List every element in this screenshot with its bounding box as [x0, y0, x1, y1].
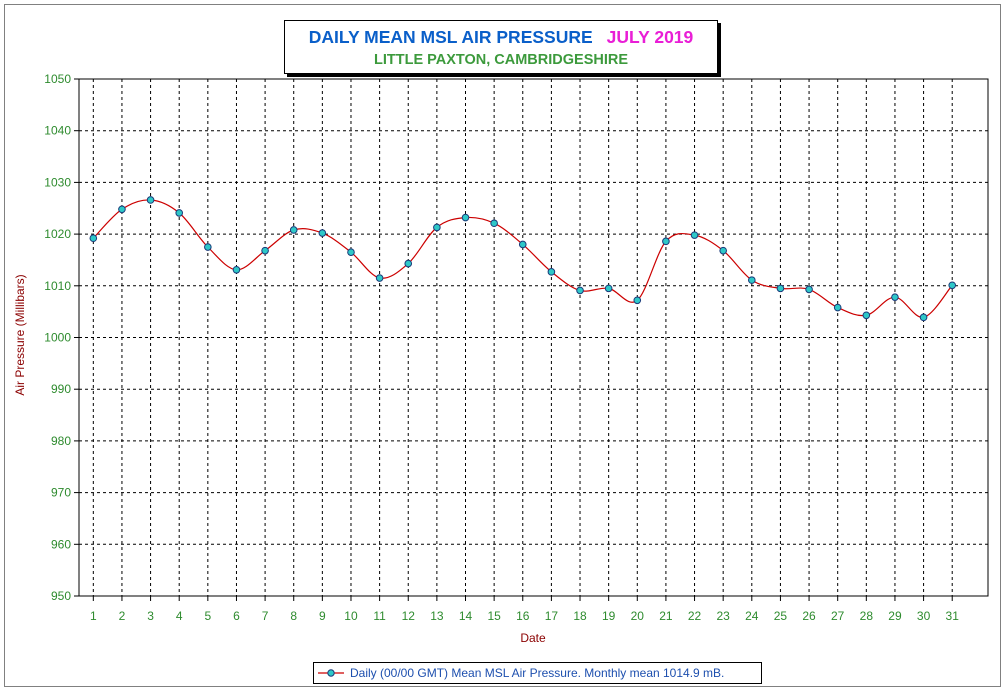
x-tick-label: 3 — [147, 609, 154, 623]
data-point — [805, 285, 813, 294]
x-tick-label: 2 — [119, 609, 126, 623]
x-tick-label: 7 — [262, 609, 269, 623]
data-point — [204, 243, 212, 251]
data-point — [518, 240, 527, 249]
x-tick-label: 24 — [745, 609, 759, 623]
plot-area-border — [78, 78, 989, 597]
data-point — [662, 237, 670, 246]
data-point — [948, 281, 957, 290]
data-point — [118, 205, 126, 214]
x-tick-label: 18 — [573, 609, 587, 623]
data-point — [318, 229, 327, 237]
x-tick-label: 4 — [176, 609, 183, 623]
data-point — [461, 213, 470, 222]
x-tick-label: 25 — [774, 609, 788, 623]
x-tick-label: 16 — [516, 609, 530, 623]
legend: Daily (00/00 GMT) Mean MSL Air Pressure.… — [313, 662, 762, 684]
chart-title-main: DAILY MEAN MSL AIR PRESSURE — [308, 27, 593, 47]
x-tick-label: 1 — [90, 609, 97, 623]
data-point — [261, 246, 269, 255]
x-tick-label: 8 — [290, 609, 297, 623]
x-tick-label: 19 — [602, 609, 616, 623]
data-point — [690, 231, 699, 239]
x-tick-label: 21 — [659, 609, 673, 623]
data-point — [232, 265, 241, 274]
x-tick-label: 13 — [430, 609, 444, 623]
legend-label: Daily (00/00 GMT) Mean MSL Air Pressure.… — [350, 666, 725, 680]
data-point — [748, 276, 756, 284]
data-point — [175, 209, 184, 217]
data-point — [289, 226, 298, 234]
x-tick-label: 6 — [233, 609, 240, 623]
x-tick-label: 14 — [459, 609, 473, 623]
y-tick-label: 1000 — [44, 331, 71, 345]
y-tick-label: 980 — [51, 434, 71, 448]
x-tick-label: 20 — [631, 609, 645, 623]
x-tick-label: 30 — [917, 609, 931, 623]
data-point — [146, 196, 155, 204]
x-axis-title: Date — [520, 631, 546, 645]
y-tick-label: 1030 — [44, 175, 71, 189]
x-tick-label: 9 — [319, 609, 326, 623]
y-tick-label: 970 — [51, 486, 71, 500]
data-point — [633, 296, 642, 305]
data-point — [404, 259, 413, 268]
x-tick-label: 29 — [888, 609, 902, 623]
x-tick-label: 27 — [831, 609, 845, 623]
y-tick-label: 1010 — [44, 279, 71, 293]
chart-frame — [4, 4, 1001, 687]
data-point — [490, 219, 498, 228]
y-tick-label: 990 — [51, 382, 71, 396]
y-axis-title: Air Pressure (Millibars) — [13, 274, 27, 395]
data-point — [891, 293, 899, 301]
x-tick-label: 15 — [487, 609, 501, 623]
x-tick-label: 28 — [860, 609, 874, 623]
chart-title: DAILY MEAN MSL AIR PRESSURE JULY 2019 — [285, 27, 717, 48]
x-tick-label: 22 — [688, 609, 702, 623]
data-point — [833, 303, 842, 312]
x-tick-label: 11 — [373, 609, 386, 623]
data-point — [89, 234, 98, 243]
chart-title-box: DAILY MEAN MSL AIR PRESSURE JULY 2019 LIT… — [284, 20, 718, 74]
data-point — [719, 246, 727, 255]
data-point — [347, 248, 355, 256]
x-tick-label: 12 — [402, 609, 416, 623]
data-point — [919, 313, 928, 322]
data-point — [576, 286, 584, 295]
x-tick-label: 23 — [716, 609, 730, 623]
y-tick-label: 1040 — [44, 124, 71, 138]
chart-title-month: JULY 2019 — [606, 27, 694, 47]
grid-lines — [74, 78, 989, 601]
y-tick-label: 960 — [51, 537, 71, 551]
y-tick-label: 950 — [51, 589, 71, 603]
axis-labels: 9509609709809901000101010201030104010501… — [44, 72, 959, 623]
chart-subtitle: LITTLE PAXTON, CAMBRIDGESHIRE — [373, 52, 629, 68]
y-tick-label: 1050 — [44, 72, 71, 86]
data-point — [375, 274, 384, 282]
data-point — [776, 284, 785, 293]
x-tick-label: 10 — [344, 609, 358, 623]
x-tick-label: 17 — [545, 609, 559, 623]
x-tick-label: 5 — [204, 609, 211, 623]
data-point — [433, 223, 441, 232]
data-point — [604, 284, 613, 293]
y-tick-label: 1020 — [44, 227, 71, 241]
data-point — [547, 268, 556, 276]
x-tick-label: 31 — [946, 609, 960, 623]
data-markers — [89, 196, 957, 322]
legend-swatch — [318, 669, 344, 677]
x-tick-label: 26 — [802, 609, 816, 623]
data-point — [862, 311, 871, 320]
